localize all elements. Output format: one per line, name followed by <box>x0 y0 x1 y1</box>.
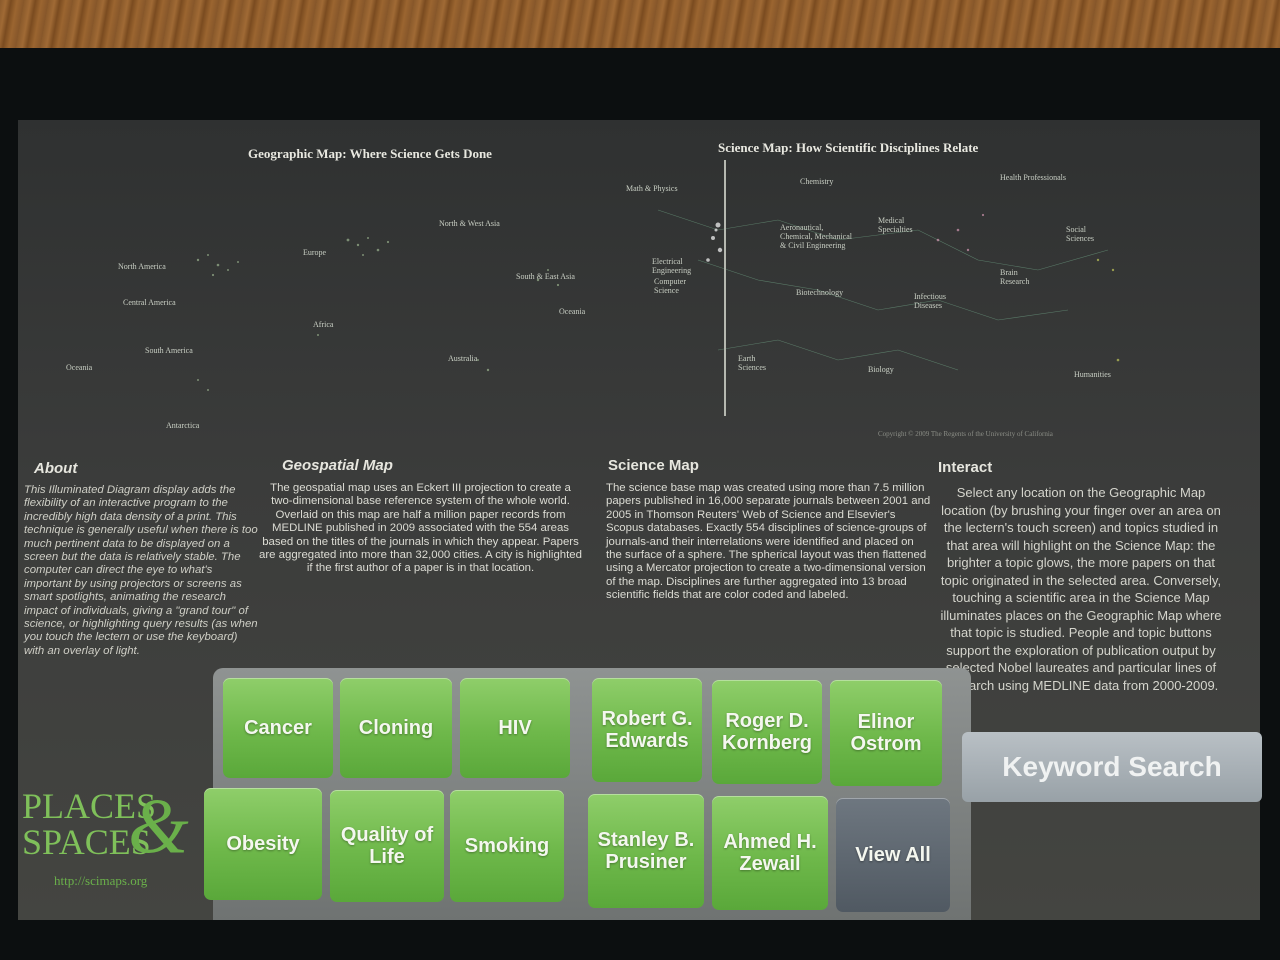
label-north-america[interactable]: North America <box>118 262 166 271</box>
science-heading: Science Map <box>608 457 699 474</box>
logo-spaces: SPACES <box>22 822 151 862</box>
smoking-button[interactable]: Smoking <box>450 790 564 902</box>
map-divider <box>724 160 726 416</box>
label-infectious-diseases[interactable]: Infectious Diseases <box>914 292 946 310</box>
label-earth-sciences[interactable]: Earth Sciences <box>738 354 766 372</box>
label-humanities[interactable]: Humanities <box>1074 370 1111 379</box>
label-europe[interactable]: Europe <box>303 248 327 257</box>
interact-body: Select any location on the Geographic Ma… <box>940 485 1222 693</box>
about-body: This Illuminated Diagram display adds th… <box>24 484 258 657</box>
geospatial-body: The geospatial map uses an Eckert III pr… <box>259 482 582 575</box>
interact-heading: Interact <box>938 459 993 476</box>
logo-ampersand: & <box>128 782 189 869</box>
label-africa[interactable]: Africa <box>313 320 334 329</box>
label-health-professionals[interactable]: Health Professionals <box>1000 173 1066 182</box>
about-heading: About <box>34 460 78 477</box>
roger-kornberg-button[interactable]: Roger D. Kornberg <box>712 680 822 784</box>
label-biology[interactable]: Biology <box>868 365 894 374</box>
view-all-button[interactable]: View All <box>836 798 950 912</box>
science-body: The science base map was created using m… <box>606 482 931 602</box>
label-oceania-left[interactable]: Oceania <box>66 363 93 372</box>
map-dots <box>196 209 1120 391</box>
label-biotechnology[interactable]: Biotechnology <box>796 288 844 297</box>
label-aeronautical-engineering[interactable]: Aeronautical, Chemical, Mechanical & Civ… <box>780 223 852 250</box>
label-australia[interactable]: Australia <box>448 354 478 363</box>
label-south-america[interactable]: South America <box>145 346 193 355</box>
keyword-search-button[interactable]: Keyword Search <box>962 732 1262 802</box>
places-spaces-logo[interactable]: PLACES SPACES & http://scimaps.org <box>18 775 208 895</box>
label-brain-research[interactable]: Brain Research <box>1000 268 1030 286</box>
geospatial-heading: Geospatial Map <box>282 457 393 474</box>
ahmed-zewail-button[interactable]: Ahmed H. Zewail <box>712 796 828 910</box>
kiosk-screen: Geographic Map: Where Science Gets Done … <box>18 120 1260 920</box>
label-chemistry[interactable]: Chemistry <box>800 177 834 186</box>
label-central-america[interactable]: Central America <box>123 298 176 307</box>
label-north-west-asia[interactable]: North & West Asia <box>439 219 500 228</box>
hiv-button[interactable]: HIV <box>460 678 570 778</box>
label-math-physics[interactable]: Math & Physics <box>626 184 678 193</box>
label-social-sciences[interactable]: Social Sciences <box>1066 225 1094 243</box>
cloning-button[interactable]: Cloning <box>340 678 452 778</box>
label-medical-specialties[interactable]: Medical Specialties <box>878 216 913 234</box>
logo-url[interactable]: http://scimaps.org <box>54 873 148 888</box>
obesity-button[interactable]: Obesity <box>204 788 322 900</box>
label-oceania[interactable]: Oceania <box>559 307 586 316</box>
label-computer-science[interactable]: Computer Science <box>654 277 686 295</box>
label-south-east-asia[interactable]: South & East Asia <box>516 272 575 281</box>
robert-edwards-button[interactable]: Robert G. Edwards <box>592 678 702 782</box>
maps-area[interactable]: Geographic Map: Where Science Gets Done … <box>18 120 1260 438</box>
quality-of-life-button[interactable]: Quality of Life <box>330 790 444 902</box>
stanley-prusiner-button[interactable]: Stanley B. Prusiner <box>588 794 704 908</box>
geo-map-title: Geographic Map: Where Science Gets Done <box>248 146 492 161</box>
elinor-ostrom-button[interactable]: Elinor Ostrom <box>830 680 942 786</box>
label-electrical-engineering[interactable]: Electrical Engineering <box>652 257 692 275</box>
sci-map-title: Science Map: How Scientific Disciplines … <box>718 140 979 155</box>
logo-places: PLACES <box>22 786 157 826</box>
cancer-button[interactable]: Cancer <box>223 678 333 778</box>
copyright-text: Copyright © 2009 The Regents of the Univ… <box>878 430 1053 438</box>
label-antarctica[interactable]: Antarctica <box>166 421 200 430</box>
